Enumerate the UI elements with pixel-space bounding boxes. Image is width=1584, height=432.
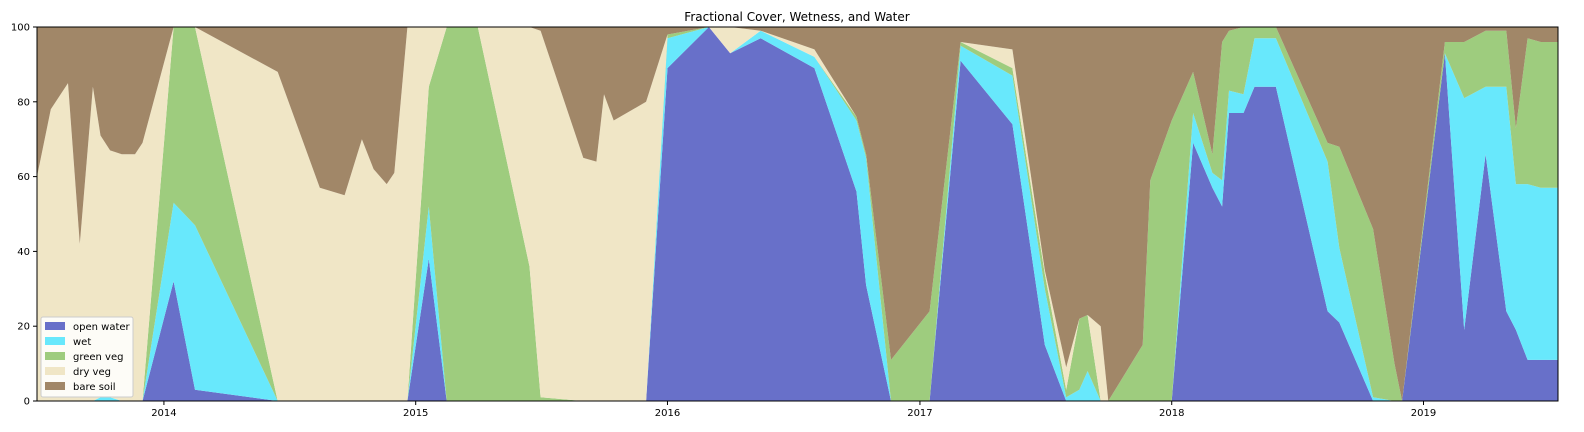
x-tick-label: 2019 xyxy=(1411,408,1436,419)
area-series-dry-veg xyxy=(37,27,1558,401)
legend-swatch-open-water xyxy=(45,322,65,330)
x-tick-label: 2018 xyxy=(1159,408,1184,419)
x-tick-label: 2016 xyxy=(655,408,680,419)
y-tick-label: 80 xyxy=(17,97,30,108)
legend-label-open-water: open water xyxy=(73,322,131,333)
plot-frame xyxy=(36,26,1559,402)
chart-title: Fractional Cover, Wetness, and Water xyxy=(684,10,909,24)
y-tick-label: 100 xyxy=(11,23,30,34)
y-tick-label: 0 xyxy=(24,397,30,408)
legend-label-green-veg: green veg xyxy=(73,352,123,363)
legend-label-wet: wet xyxy=(73,337,91,348)
y-tick-label: 40 xyxy=(17,247,30,258)
area-series-bare-soil xyxy=(37,27,1558,401)
area-series-green-veg xyxy=(37,27,1558,401)
legend-swatch-bare-soil xyxy=(45,382,65,390)
plot-areas xyxy=(37,27,1558,401)
x-axis: 2014 2015 2016 2017 2018 2019 xyxy=(151,401,1436,419)
legend-label-bare-soil: bare soil xyxy=(73,382,116,393)
x-tick-label: 2017 xyxy=(907,408,932,419)
legend-swatch-green-veg xyxy=(45,352,65,360)
area-series-open-water xyxy=(37,27,1558,401)
y-tick-label: 60 xyxy=(17,172,30,183)
legend-label-dry-veg: dry veg xyxy=(73,367,111,378)
legend: open water wet green veg dry veg bare soil xyxy=(40,316,134,398)
x-tick-label: 2015 xyxy=(403,408,428,419)
x-tick-label: 2014 xyxy=(151,408,176,419)
legend-swatch-wet xyxy=(45,337,65,345)
legend-swatch-dry-veg xyxy=(45,367,65,375)
y-axis: 0 20 40 60 80 100 xyxy=(11,23,37,408)
y-tick-label: 20 xyxy=(17,322,30,333)
